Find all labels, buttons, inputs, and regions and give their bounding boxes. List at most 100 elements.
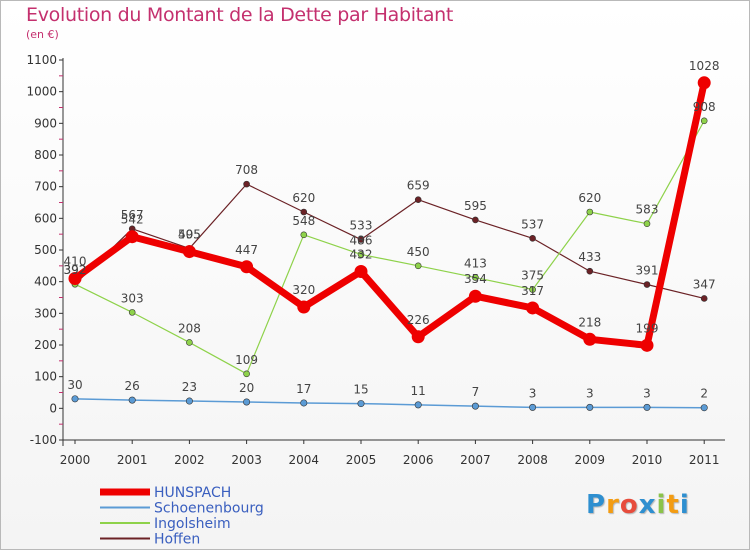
x-tick-label: 2008 — [517, 453, 548, 467]
data-label: 391 — [636, 264, 659, 278]
data-point — [243, 180, 250, 188]
data-point — [300, 231, 308, 239]
data-point — [414, 196, 422, 203]
data-point — [643, 281, 651, 288]
data-point — [529, 403, 537, 411]
data-point — [300, 399, 308, 407]
data-label: 433 — [578, 250, 601, 264]
data-point — [411, 330, 425, 344]
data-label: 3 — [586, 386, 594, 400]
data-point — [586, 403, 594, 411]
data-label: 486 — [350, 233, 373, 247]
x-tick-label: 2001 — [117, 453, 148, 467]
data-label: 218 — [578, 315, 601, 329]
logo-letter: i — [656, 490, 667, 520]
data-point — [643, 220, 651, 228]
x-tick-label: 2002 — [174, 453, 205, 467]
y-tick-label: 100 — [34, 370, 57, 384]
data-point — [186, 339, 193, 346]
x-tick-label: 2009 — [575, 453, 606, 467]
legend-label: Hoffen — [154, 532, 200, 548]
data-point — [586, 267, 594, 275]
data-point — [526, 301, 540, 315]
y-tick-label: 200 — [34, 338, 57, 352]
data-label: 354 — [464, 272, 487, 286]
axes: -100 0 100 200 300 400 500 600 700 800 900 1000 1100… — [26, 53, 725, 467]
data-label: 659 — [407, 179, 430, 193]
chart-subtitle: (en €) — [26, 28, 59, 41]
logo-letter: i — [679, 490, 690, 520]
data-point — [468, 289, 482, 303]
data-point — [354, 265, 368, 279]
y-tick-label: 1100 — [26, 53, 57, 67]
data-label: 208 — [178, 321, 201, 335]
logo-letter: P — [586, 490, 607, 520]
data-label: 583 — [636, 203, 659, 217]
data-point — [583, 332, 597, 346]
x-tick-label: 2004 — [289, 453, 320, 467]
logo-letter: x — [638, 490, 657, 520]
data-point — [700, 295, 708, 302]
data-label: 392 — [64, 263, 87, 277]
data-label: 3 — [529, 386, 537, 400]
data-label: 11 — [411, 384, 426, 398]
data-label: 410 — [64, 255, 87, 269]
y-tick-label: 600 — [34, 211, 57, 225]
data-label: 26 — [125, 379, 140, 393]
x-tick-label: 2005 — [346, 453, 377, 467]
data-label: 15 — [353, 383, 368, 397]
data-point — [643, 403, 651, 411]
data-point — [240, 260, 254, 274]
data-label: 413 — [464, 257, 487, 271]
series-line-hunspach — [71, 79, 708, 349]
series-line-schoenenbourg — [74, 398, 705, 409]
data-point — [529, 234, 536, 242]
y-tick-label: 700 — [34, 180, 57, 194]
data-label: 1028 — [689, 59, 720, 73]
series-line-hoffen — [74, 183, 705, 300]
data-point — [300, 208, 308, 216]
legend-label: HUNSPACH — [154, 485, 231, 501]
x-tick-label: 2007 — [460, 453, 491, 467]
data-label: 23 — [182, 380, 197, 394]
data-label: 317 — [521, 284, 544, 298]
data-point — [472, 216, 479, 224]
y-tick-label: 900 — [34, 116, 57, 130]
data-label: 620 — [578, 191, 601, 205]
data-point — [357, 400, 365, 408]
data-point — [700, 117, 708, 125]
data-point — [414, 262, 422, 270]
chart-title: Evolution du Montant de la Dette par Hab… — [26, 4, 454, 26]
y-tick-label: 400 — [34, 275, 57, 289]
data-point — [182, 245, 196, 259]
data-label: 303 — [121, 291, 144, 305]
data-point — [357, 251, 365, 258]
data-point — [640, 338, 654, 352]
data-point — [71, 395, 79, 403]
data-label: 30 — [67, 378, 82, 392]
legend-label: Schoenenbourg — [154, 501, 264, 517]
x-tick-label: 2010 — [632, 453, 663, 467]
series-layer — [68, 76, 711, 412]
series-line-ingolsheim — [74, 120, 705, 375]
data-label: 432 — [350, 248, 373, 262]
data-label: 495 — [178, 228, 201, 242]
data-label: 542 — [121, 213, 144, 227]
data-label: 450 — [407, 245, 430, 259]
data-label: 447 — [235, 243, 258, 257]
data-point — [529, 286, 536, 293]
y-tick-label: 300 — [34, 306, 57, 320]
data-label: 708 — [235, 163, 258, 177]
data-label: 505 — [178, 227, 201, 241]
data-label: 537 — [521, 217, 544, 231]
y-tick-label: 1000 — [26, 85, 57, 99]
data-label: 109 — [235, 353, 258, 367]
data-point — [414, 401, 422, 409]
data-label: 595 — [464, 199, 487, 213]
data-label: 17 — [296, 382, 311, 396]
x-tick-label: 2006 — [403, 453, 434, 467]
data-label: 20 — [239, 381, 254, 395]
